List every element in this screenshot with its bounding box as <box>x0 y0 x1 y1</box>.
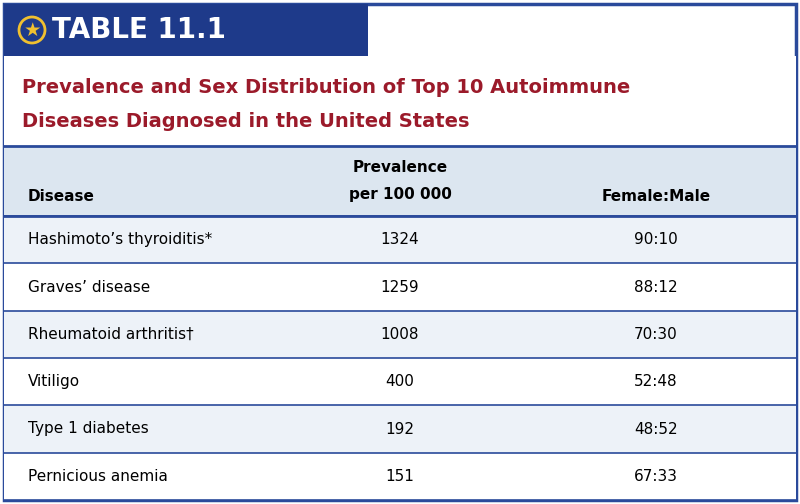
Text: Female:Male: Female:Male <box>602 189 710 204</box>
Text: 88:12: 88:12 <box>634 280 678 294</box>
Text: Diseases Diagnosed in the United States: Diseases Diagnosed in the United States <box>22 112 470 131</box>
Text: 52:48: 52:48 <box>634 374 678 389</box>
Text: Vitiligo: Vitiligo <box>28 374 80 389</box>
Bar <box>4 310 796 358</box>
Bar <box>4 358 796 405</box>
Bar <box>4 453 796 500</box>
Text: Prevalence and Sex Distribution of Top 10 Autoimmune: Prevalence and Sex Distribution of Top 1… <box>22 78 630 97</box>
Text: Pernicious anemia: Pernicious anemia <box>28 469 168 484</box>
Text: 192: 192 <box>386 421 414 436</box>
Text: Hashimoto’s thyroiditis*: Hashimoto’s thyroiditis* <box>28 232 212 247</box>
Bar <box>4 56 796 146</box>
Text: 67:33: 67:33 <box>634 469 678 484</box>
Bar <box>4 216 796 263</box>
Text: Graves’ disease: Graves’ disease <box>28 280 150 294</box>
Text: 90:10: 90:10 <box>634 232 678 247</box>
Text: 70:30: 70:30 <box>634 327 678 342</box>
Circle shape <box>19 17 45 43</box>
Bar <box>4 405 796 453</box>
Text: Prevalence: Prevalence <box>353 159 447 174</box>
Bar <box>4 263 796 310</box>
Text: TABLE 11.1: TABLE 11.1 <box>52 16 226 44</box>
Text: Type 1 diabetes: Type 1 diabetes <box>28 421 149 436</box>
Text: Disease: Disease <box>28 189 95 204</box>
Text: 48:52: 48:52 <box>634 421 678 436</box>
Text: 1008: 1008 <box>381 327 419 342</box>
Bar <box>4 4 368 56</box>
Text: 1259: 1259 <box>381 280 419 294</box>
Text: 400: 400 <box>386 374 414 389</box>
Bar <box>4 146 796 216</box>
Text: ★: ★ <box>23 21 41 39</box>
Text: 151: 151 <box>386 469 414 484</box>
Text: Rheumatoid arthritis†: Rheumatoid arthritis† <box>28 327 194 342</box>
Text: per 100 000: per 100 000 <box>349 187 451 203</box>
Text: 1324: 1324 <box>381 232 419 247</box>
